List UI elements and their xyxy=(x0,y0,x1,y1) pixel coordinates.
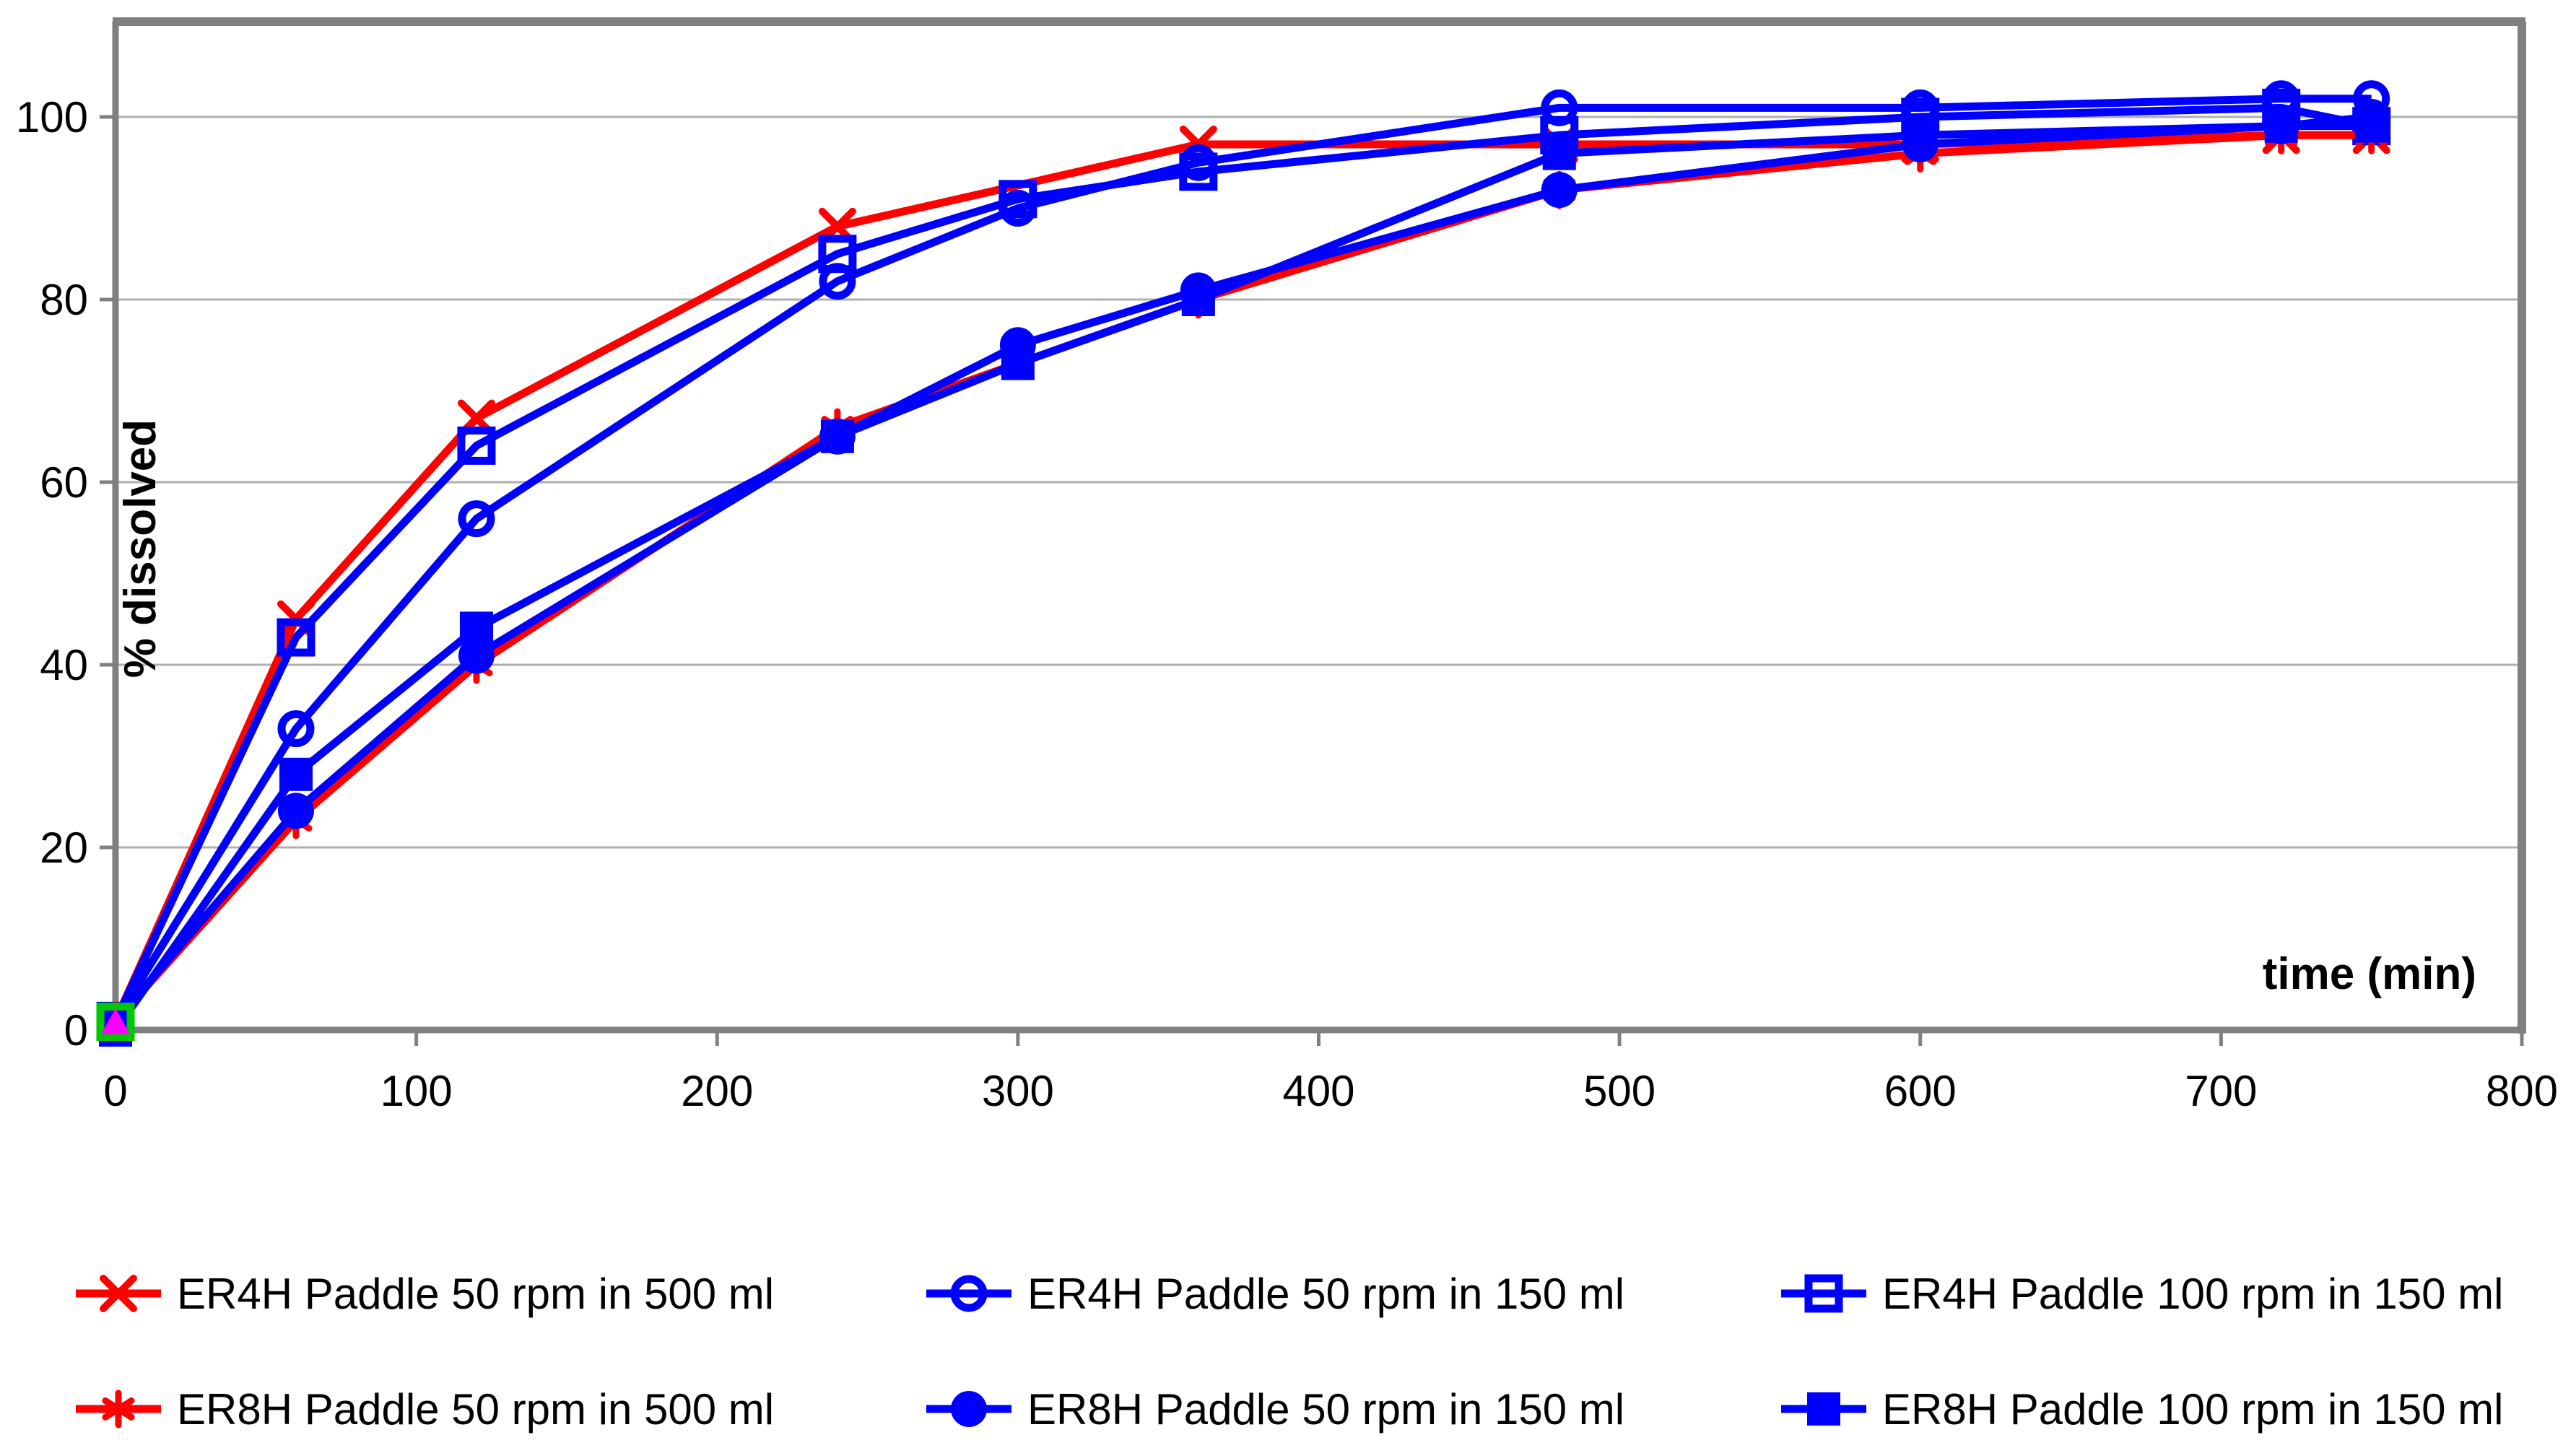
legend-item-5: ER8H Paddle 50 rpm in 150 ml xyxy=(926,1385,1624,1434)
y-tick-label-40: 40 xyxy=(40,641,88,689)
series-6-marker xyxy=(820,419,854,453)
legend-label: ER8H Paddle 50 rpm in 150 ml xyxy=(1027,1385,1624,1434)
legend-marker-x-icon xyxy=(100,1275,137,1312)
legend-marker-circle-filled-icon xyxy=(951,1391,987,1427)
legend-label: ER8H Paddle 100 rpm in 150 ml xyxy=(1882,1385,2503,1434)
series-line-3 xyxy=(112,103,2372,1023)
series-3-marker xyxy=(818,235,857,274)
legend: ER4H Paddle 50 rpm in 500 ml ER8H Paddle … xyxy=(76,1270,2503,1434)
legend-label: ER4H Paddle 50 rpm in 150 ml xyxy=(1027,1270,1624,1318)
y-tick-label-100: 100 xyxy=(16,93,88,141)
series-2-marker xyxy=(277,710,315,748)
legend-item-1: ER4H Paddle 50 rpm in 500 ml xyxy=(76,1270,774,1318)
series-6-marker xyxy=(1542,136,1576,170)
series-6-marker xyxy=(1903,118,1937,152)
x-tick-label-100: 100 xyxy=(380,1067,453,1115)
series-line-5 xyxy=(112,113,2372,1024)
series-3-marker xyxy=(1179,152,1218,191)
series-3-marker xyxy=(457,426,496,465)
legend-label: ER8H Paddle 50 rpm in 500 ml xyxy=(177,1385,774,1434)
x-tick-label-300: 300 xyxy=(982,1067,1054,1115)
series-5-marker xyxy=(458,637,495,674)
x-tick-label-800: 800 xyxy=(2486,1067,2558,1115)
series-3-marker xyxy=(998,180,1037,219)
legend-label: ER4H Paddle 100 rpm in 150 ml xyxy=(1882,1270,2503,1318)
y-tick-label-20: 20 xyxy=(40,824,88,872)
legend-marker-square-filled-icon xyxy=(1807,1392,1840,1426)
series-6-marker xyxy=(2264,109,2298,143)
legend-marker-square-open-icon xyxy=(1804,1274,1843,1313)
series-6-marker xyxy=(2354,109,2388,143)
legend-marker-circle-open-icon xyxy=(950,1275,988,1312)
series-5-marker xyxy=(1541,172,1578,209)
series-2-marker xyxy=(458,500,495,538)
legend-item-3: ER4H Paddle 100 rpm in 150 ml xyxy=(1781,1270,2503,1318)
x-tick-label-500: 500 xyxy=(1583,1067,1655,1115)
origin-extra-marker-1 xyxy=(96,1003,135,1042)
series-6-marker xyxy=(279,757,313,791)
x-tick-label-200: 200 xyxy=(681,1067,753,1115)
legend-item-6: ER8H Paddle 100 rpm in 150 ml xyxy=(1781,1385,2503,1434)
series-6-marker xyxy=(1181,283,1215,316)
x-axis-title: time (min) xyxy=(2263,949,2476,999)
origin-extra-marker-2 xyxy=(101,1008,130,1034)
legend-marker-asterisk-icon xyxy=(102,1389,135,1428)
y-tick-label-0: 0 xyxy=(64,1006,88,1055)
series-6-marker xyxy=(1001,346,1035,380)
x-tick-label-400: 400 xyxy=(1282,1067,1354,1115)
x-tick-label-0: 0 xyxy=(103,1067,127,1115)
series-3-marker xyxy=(277,618,316,657)
y-tick-label-60: 60 xyxy=(40,458,88,507)
series-line-6 xyxy=(112,122,2372,1033)
y-tick-label-80: 80 xyxy=(40,276,88,324)
legend-label: ER4H Paddle 50 rpm in 500 ml xyxy=(177,1270,774,1318)
series-6-marker xyxy=(459,611,493,645)
legend-item-2: ER4H Paddle 50 rpm in 150 ml xyxy=(926,1270,1624,1318)
x-tick-label-700: 700 xyxy=(2185,1067,2257,1115)
legend-item-4: ER8H Paddle 50 rpm in 500 ml xyxy=(76,1385,774,1434)
series-5-marker xyxy=(277,793,314,829)
x-tick-label-600: 600 xyxy=(1884,1067,1957,1115)
y-axis-title: % dissolved xyxy=(116,419,165,678)
